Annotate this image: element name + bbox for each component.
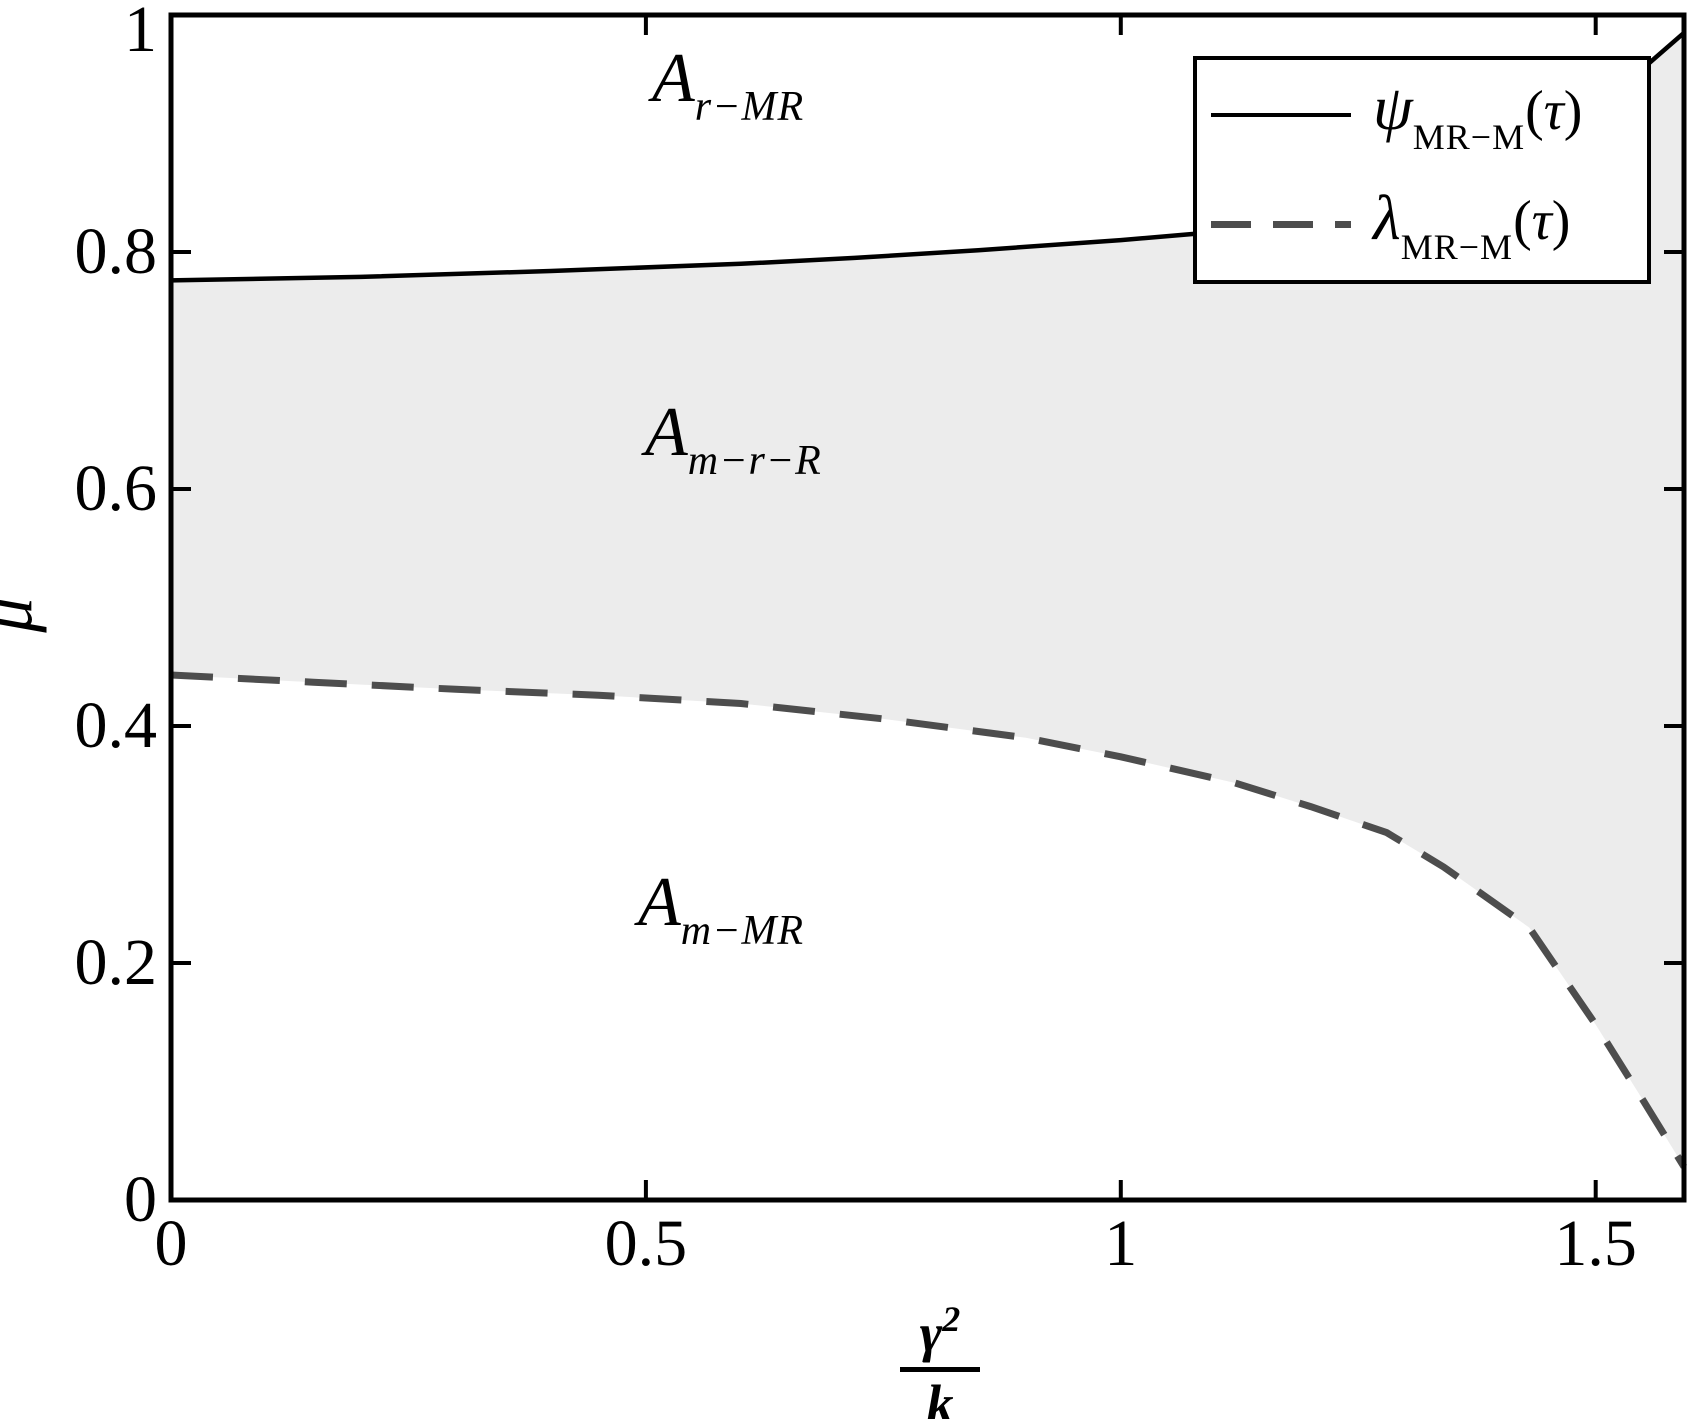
- axes-frame: [168, 12, 1687, 1203]
- solid-line-sample: [1211, 112, 1351, 117]
- y-tick-label-0.4: 0.4: [74, 689, 158, 762]
- psi-symbol: ψ: [1373, 71, 1413, 143]
- x-axis-label: γ2 k: [900, 1301, 980, 1419]
- x-label-numerator: γ2: [919, 1301, 960, 1363]
- exponent: 2: [942, 1299, 961, 1340]
- x-tick-label-0.5: 0.5: [604, 1207, 688, 1280]
- x-tick-label-1.5: 1.5: [1554, 1207, 1637, 1280]
- gamma-symbol: γ: [919, 1303, 943, 1363]
- y-tick-label-0.8: 0.8: [74, 215, 158, 288]
- lambda-symbol: λ: [1373, 181, 1401, 253]
- x-tick-label-1: 1: [1104, 1207, 1138, 1280]
- shaded-region-fill: [171, 32, 1684, 1167]
- fraction: γ2 k: [900, 1301, 980, 1419]
- region-label-m-r-R: Am−r−R: [645, 398, 822, 482]
- region-letter: A: [638, 864, 681, 941]
- dashed-line-sample: [1211, 221, 1351, 229]
- y-tick-label-1: 1: [124, 0, 157, 66]
- region-letter: A: [645, 394, 688, 471]
- tau-symbol: τ: [1543, 79, 1564, 142]
- legend: ψMR−M(τ) λMR−M(τ): [1193, 56, 1651, 284]
- region-label-r-MR: Ar−MR: [652, 44, 804, 128]
- x-tick-label-0: 0: [154, 1207, 188, 1280]
- region-subscript: m−MR: [680, 907, 805, 954]
- y-tick-label-0: 0: [124, 1163, 157, 1236]
- legend-label-lambda: λMR−M(τ): [1373, 185, 1571, 267]
- y-tick-label-0.2: 0.2: [74, 926, 158, 999]
- y-axis-label: μ: [0, 597, 48, 632]
- lambda-curve: [170, 671, 1687, 1169]
- legend-entry-lambda: λMR−M(τ): [1211, 185, 1637, 267]
- fraction-bar: [900, 1367, 980, 1372]
- psi-subscript: MR−M: [1412, 116, 1526, 157]
- lambda-subscript: MR−M: [1400, 226, 1514, 267]
- legend-entry-psi: ψMR−M(τ): [1211, 75, 1637, 157]
- tau-symbol: τ: [1531, 189, 1552, 252]
- region-letter: A: [652, 40, 695, 117]
- region-subscript: m−r−R: [687, 437, 822, 484]
- region-label-m-MR: Am−MR: [638, 868, 804, 952]
- psi-argument: (τ): [1525, 79, 1583, 142]
- region-subscript: r−MR: [694, 83, 805, 130]
- lambda-argument: (τ): [1513, 189, 1571, 252]
- legend-label-psi: ψMR−M(τ): [1373, 75, 1583, 157]
- x-label-denominator: k: [926, 1374, 954, 1419]
- y-tick-label-0.6: 0.6: [74, 452, 158, 525]
